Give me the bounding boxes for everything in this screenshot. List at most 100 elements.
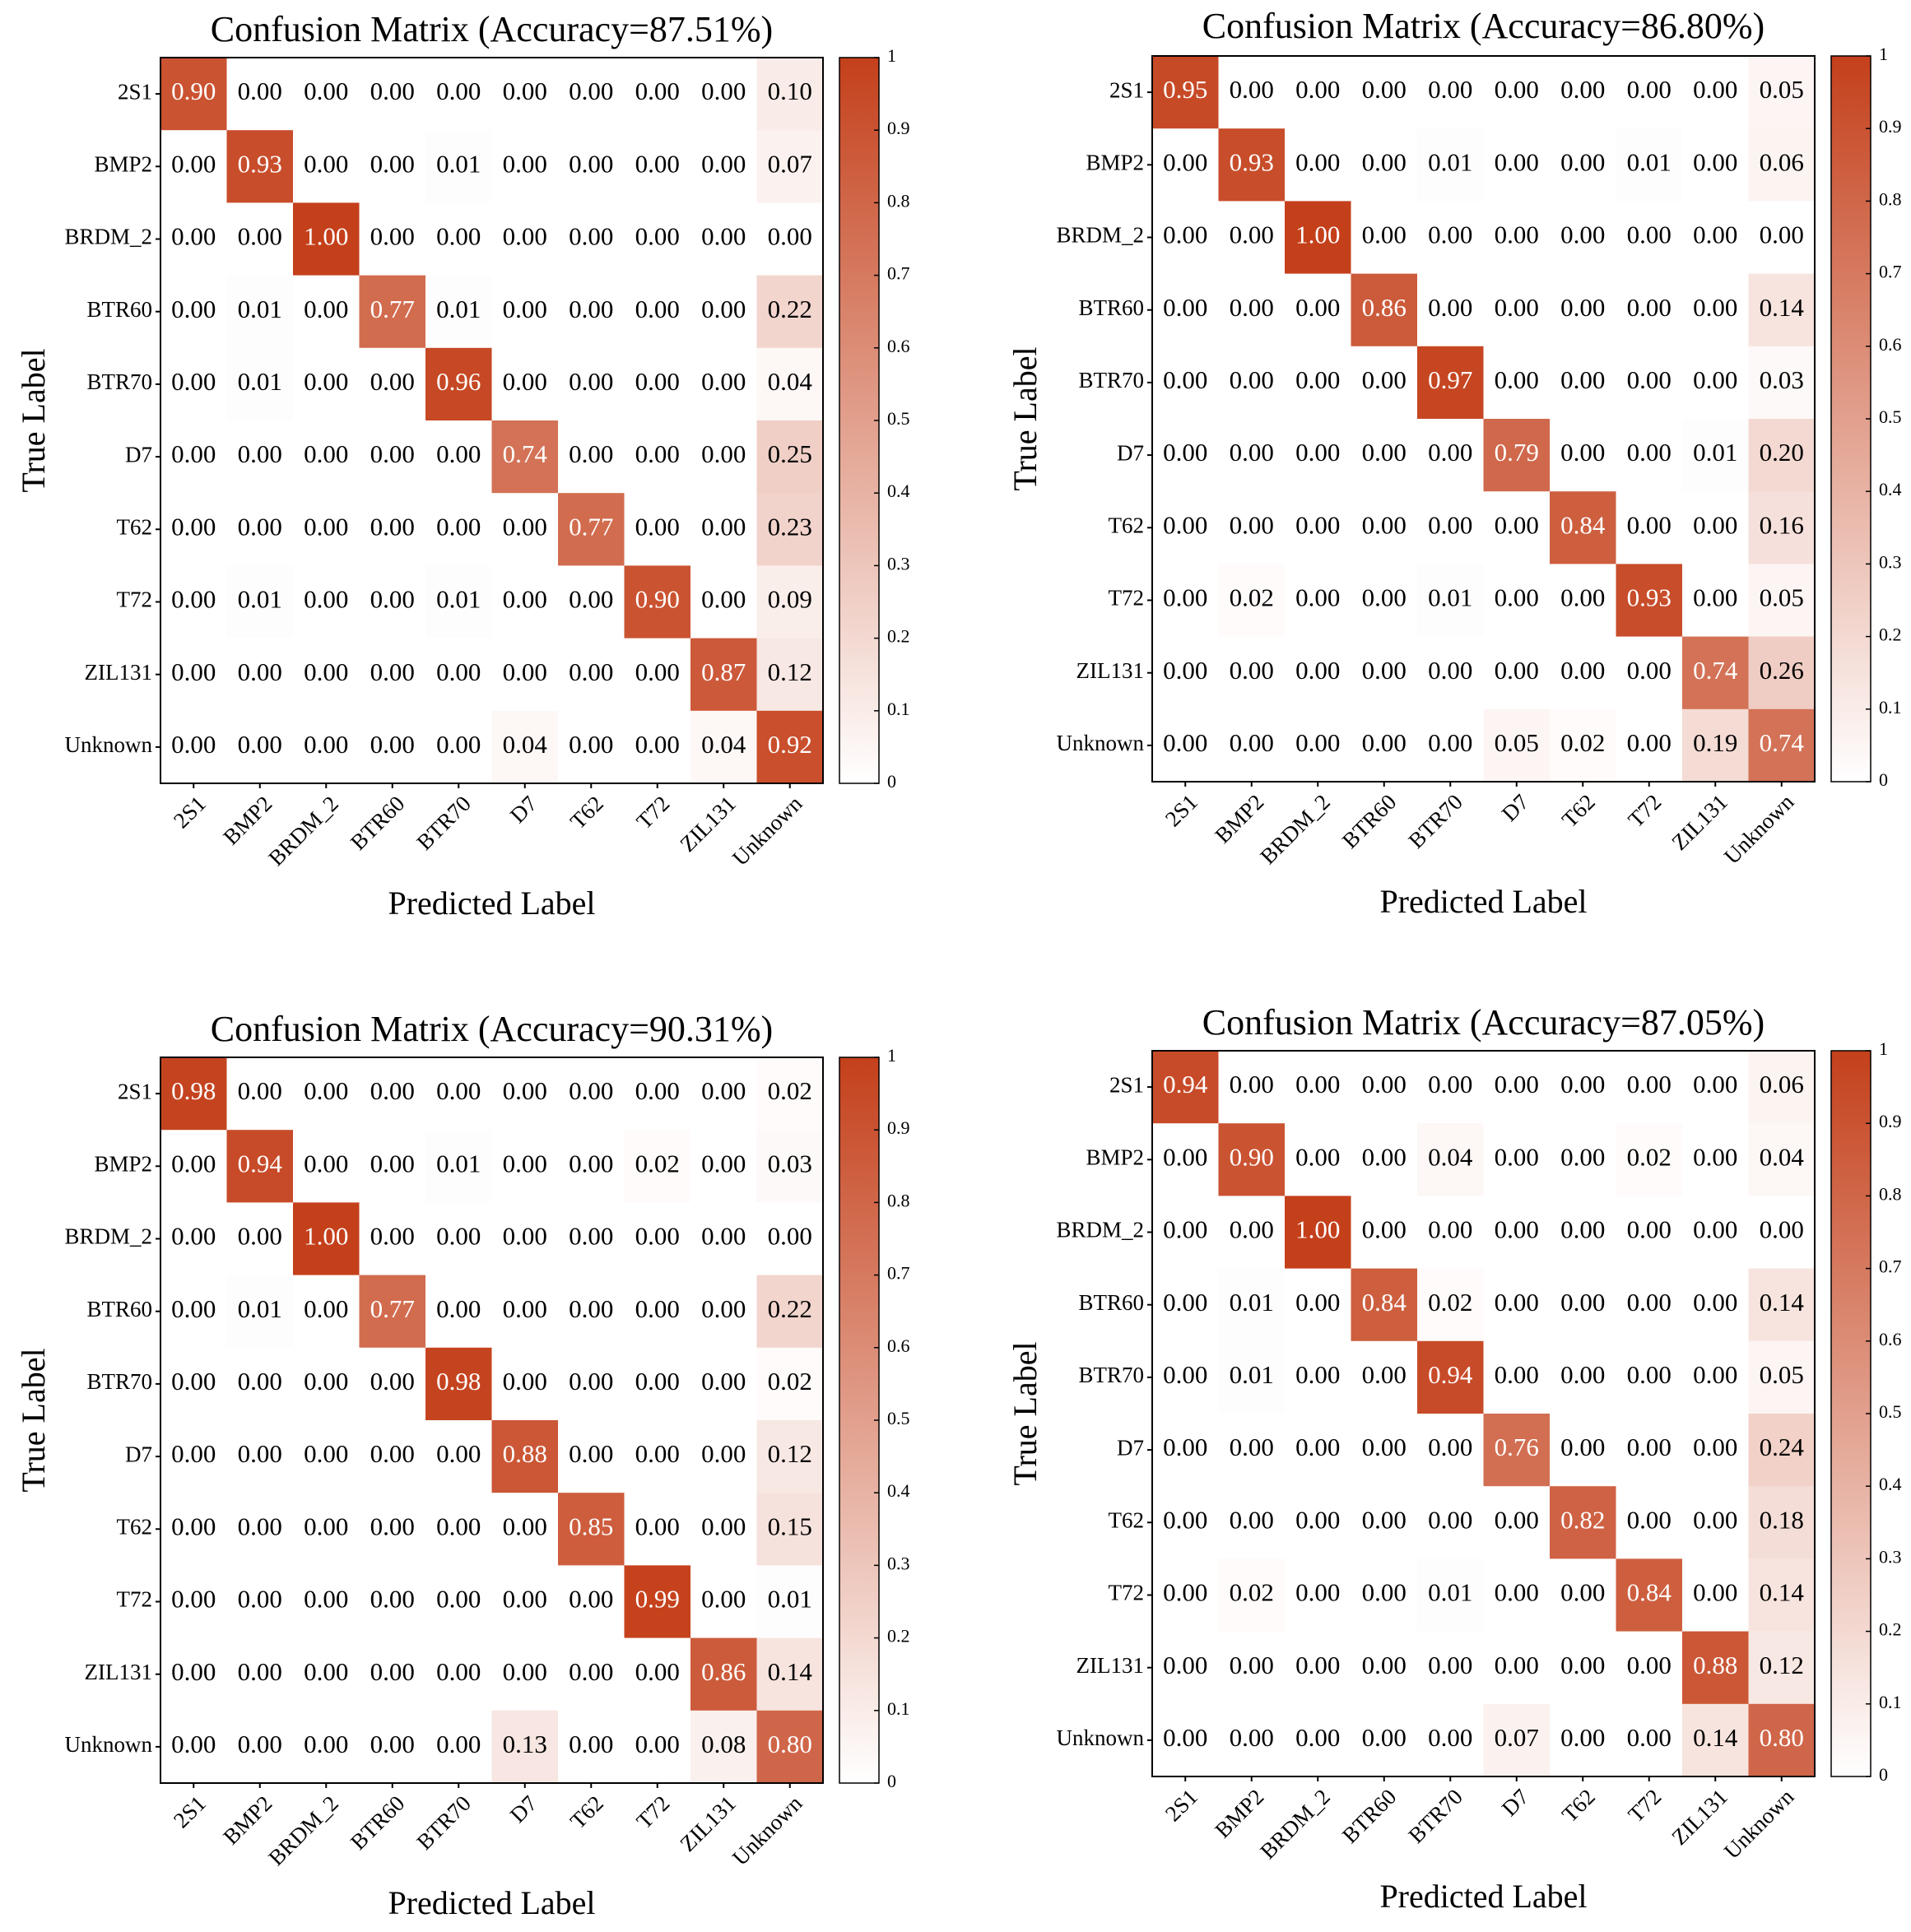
cell-value-label: 0.00 <box>370 149 415 178</box>
cell-value-label: 0.00 <box>1560 75 1605 104</box>
heatmap-cell-t72-bmp2 <box>226 1565 294 1639</box>
matrix-frame <box>1151 55 1816 783</box>
y-tick-label: Unknown <box>65 732 153 757</box>
heatmap-cell-unknown-btr60 <box>359 1710 426 1784</box>
heatmap-cell-btr60-t62 <box>558 275 625 349</box>
heatmap-cell-zil131-2s1 <box>160 1637 227 1711</box>
colorbar-gradient <box>839 57 880 784</box>
cell-value-label: 0.00 <box>304 730 348 759</box>
heatmap-cell-d7-btr70 <box>425 420 492 494</box>
heatmap-cell-t62-brdm-2 <box>293 493 360 566</box>
heatmap-cell-zil131-btr60 <box>1351 1631 1418 1705</box>
heatmap-cell-zil131-t72 <box>624 638 691 712</box>
heatmap-cell-unknown-2s1 <box>1152 1703 1219 1777</box>
heatmap-cell-d7-btr70 <box>1417 419 1484 492</box>
cell-value-label: 0.00 <box>503 1367 547 1396</box>
cell-value-label: 0.00 <box>701 295 746 323</box>
heatmap-cell-btr70-unknown <box>1748 346 1816 420</box>
x-tick-label: D7 <box>1497 789 1534 826</box>
y-tick-label: Unknown <box>1057 731 1145 755</box>
cell-value-label: 0.00 <box>436 1657 481 1686</box>
cell-value-label: 0.05 <box>1495 728 1539 757</box>
cell-value-label: 0.00 <box>1295 1288 1340 1317</box>
cell-value-label: 0.00 <box>436 1439 481 1468</box>
heatmap-cell-btr70-unknown <box>1748 1340 1816 1414</box>
cell-value-label: 0.14 <box>768 1657 813 1686</box>
cell-value-label: 0.00 <box>171 1439 216 1468</box>
cell-value-label: 0.00 <box>238 1730 282 1758</box>
heatmap-cell-t72-unknown <box>756 1565 824 1639</box>
cell-value-label: 0.00 <box>1362 1142 1407 1171</box>
y-tick-label: 2S1 <box>1109 77 1144 102</box>
cell-value-label: 0.98 <box>436 1367 481 1396</box>
colorbar-tick-label: 0.3 <box>1879 551 1902 572</box>
x-tick-label: 2S1 <box>1160 789 1202 831</box>
heatmap-cell-brdm-2-brdm-2 <box>293 1202 360 1276</box>
cell-value-label: 0.00 <box>1627 1723 1672 1752</box>
cell-value-label: 0.00 <box>1560 1070 1605 1098</box>
cell-value-label: 0.00 <box>768 222 812 251</box>
cell-value-label: 0.00 <box>370 585 415 614</box>
cell-value-label: 0.00 <box>1560 1142 1605 1171</box>
cell-value-label: 0.00 <box>569 1657 613 1686</box>
heatmap-cell-2s1-bmp2 <box>1218 1051 1286 1124</box>
cell-value-label: 0.00 <box>1230 221 1274 249</box>
cell-value-label: 0.00 <box>171 1294 216 1323</box>
cell-value-label: 0.00 <box>1362 221 1407 249</box>
cell-value-label: 0.00 <box>1362 1215 1407 1244</box>
heatmap-cell-d7-zil131 <box>690 1420 757 1493</box>
x-tick-label: T72 <box>1623 1784 1666 1827</box>
colorbar-tick-label: 0.5 <box>1879 406 1902 427</box>
cell-value-label: 0.00 <box>1560 1215 1605 1244</box>
heatmap-cell-d7-t72 <box>1616 419 1683 492</box>
cell-value-label: 0.00 <box>1428 293 1472 322</box>
cell-value-label: 0.00 <box>370 1149 415 1177</box>
x-tick-label: ZIL131 <box>1667 1784 1732 1850</box>
cell-value-label: 0.00 <box>503 77 547 105</box>
cell-value-label: 0.00 <box>1760 221 1804 249</box>
cell-value-label: 0.00 <box>1560 438 1605 467</box>
cell-value-label: 0.00 <box>171 1367 216 1396</box>
cell-value-label: 0.00 <box>304 295 348 323</box>
cell-value-label: 0.00 <box>569 222 613 251</box>
cell-value-label: 0.00 <box>370 77 415 105</box>
cell-value-label: 0.00 <box>1627 1651 1672 1679</box>
heatmap-cell-t72-zil131 <box>1682 564 1749 638</box>
cell-value-label: 0.00 <box>1163 1288 1207 1317</box>
cell-value-label: 0.00 <box>701 1439 746 1468</box>
heatmap-cell-unknown-t72 <box>1616 1703 1683 1777</box>
cell-value-label: 0.00 <box>1693 1360 1737 1389</box>
heatmap-cell-unknown-zil131 <box>690 1710 757 1784</box>
cell-value-label: 0.00 <box>1295 1723 1340 1752</box>
heatmap-cell-2s1-t62 <box>558 1057 625 1131</box>
heatmap-cell-d7-t72 <box>624 420 691 494</box>
cell-value-label: 0.00 <box>1693 75 1737 104</box>
cell-value-label: 0.00 <box>1693 147 1737 176</box>
heatmap-cell-btr60-2s1 <box>1152 1268 1219 1342</box>
heatmap-cell-bmp2-t62 <box>558 130 625 203</box>
heatmap-cell-unknown-zil131 <box>1682 708 1749 783</box>
heatmap-cell-2s1-t72 <box>624 58 691 131</box>
cell-value-label: 0.00 <box>569 1367 613 1396</box>
heatmap-cell-bmp2-btr70 <box>425 1130 492 1203</box>
cell-value-label: 0.00 <box>1163 1723 1207 1752</box>
heatmap-cell-zil131-brdm-2 <box>293 1637 360 1711</box>
heatmap-cell-unknown-2s1 <box>160 710 227 784</box>
heatmap-cell-btr70-brdm-2 <box>1285 346 1351 420</box>
cell-value-label: 0.00 <box>1693 510 1737 539</box>
heatmap-cell-bmp2-t72 <box>624 130 691 203</box>
heatmap-cell-zil131-d7 <box>1483 1631 1551 1705</box>
cell-value-label: 0.80 <box>768 1730 812 1758</box>
heatmap-cell-unknown-zil131 <box>1682 1703 1749 1777</box>
cell-value-label: 0.00 <box>171 657 216 686</box>
colorbar-tick-label: 0 <box>1879 1764 1888 1785</box>
cell-value-label: 0.00 <box>1627 656 1672 685</box>
cell-value-label: 0.77 <box>370 295 415 323</box>
heatmap-cell-d7-btr60 <box>1351 419 1418 492</box>
heatmap-cell-btr70-d7 <box>1483 346 1551 420</box>
heatmap-cell-zil131-btr70 <box>1417 1631 1484 1705</box>
x-tick-label: BTR70 <box>1403 1784 1467 1847</box>
x-axis-label: Predicted Label <box>388 885 595 922</box>
cell-value-label: 0.00 <box>304 1730 348 1758</box>
cell-value-label: 0.00 <box>370 1512 415 1540</box>
